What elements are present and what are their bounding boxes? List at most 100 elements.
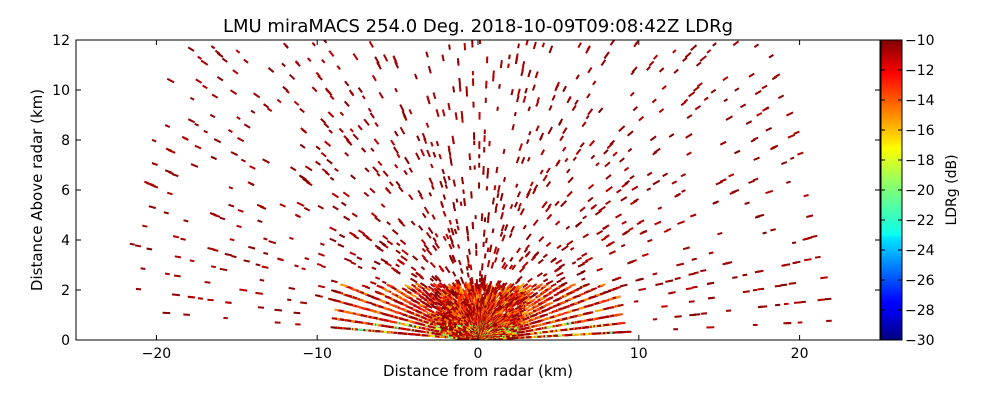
ldr-cell xyxy=(740,103,747,109)
ldr-cell xyxy=(527,106,531,112)
ldr-cell xyxy=(427,285,435,292)
ldr-cell xyxy=(634,40,639,46)
ldr-cell xyxy=(411,283,417,288)
ldr-cell xyxy=(806,214,814,218)
ldr-cell xyxy=(689,213,697,218)
ldr-cell xyxy=(662,172,669,178)
ldr-cell xyxy=(367,107,372,113)
ldr-cell xyxy=(232,69,239,75)
ldr-cell xyxy=(216,76,224,82)
ldr-cell xyxy=(652,54,659,60)
ldr-cell xyxy=(414,282,423,288)
ldr-cell xyxy=(629,91,635,97)
ldr-cell xyxy=(293,100,300,106)
ldr-cell xyxy=(536,97,541,103)
ldr-cell xyxy=(374,56,380,64)
y-axis-ticks: 0 2 4 6 8 10 12 xyxy=(52,33,880,349)
ldr-cell xyxy=(480,274,483,282)
ldr-cell xyxy=(770,228,776,232)
ldr-cell xyxy=(547,126,553,135)
ldr-cell xyxy=(315,160,321,166)
ldr-cell xyxy=(425,231,432,239)
ldr-cell xyxy=(450,227,455,235)
ldr-cell xyxy=(421,247,427,253)
colorbar-tick-label: −18 xyxy=(905,153,935,169)
ldr-cell xyxy=(421,132,427,141)
ldr-cell xyxy=(404,284,413,290)
ldr-cell xyxy=(326,158,333,165)
ldr-cell xyxy=(448,289,456,297)
ldr-cell xyxy=(620,196,628,202)
ldr-cell xyxy=(694,105,702,111)
ldr-cell xyxy=(386,283,394,288)
ldr-cell xyxy=(403,169,408,176)
ldr-cell xyxy=(395,242,401,247)
ldr-cell xyxy=(646,65,651,71)
ldr-cell xyxy=(522,224,527,230)
ldr-cell xyxy=(587,183,595,190)
ldr-cell xyxy=(558,263,566,269)
colorbar-tick-label: −24 xyxy=(905,243,935,259)
ldr-cell xyxy=(180,237,186,241)
ldr-cell xyxy=(466,235,470,242)
ldr-cell xyxy=(388,303,398,308)
ldr-cell xyxy=(595,162,600,167)
ldr-cell xyxy=(637,277,644,281)
ldr-cell xyxy=(824,297,832,301)
ldr-cell xyxy=(151,162,158,166)
ldr-cell xyxy=(671,291,676,294)
ldr-cell xyxy=(415,297,422,302)
ldr-cell xyxy=(752,177,759,182)
ldr-cell xyxy=(546,213,553,220)
ldr-cell xyxy=(459,201,463,207)
ldr-cell xyxy=(187,46,195,52)
ldr-cell xyxy=(303,206,311,212)
y-tick-label: 4 xyxy=(61,233,70,249)
ldr-cell xyxy=(391,292,397,296)
y-axis-label: Distance Above radar (km) xyxy=(28,89,46,291)
ldr-cell xyxy=(438,281,446,289)
ldr-cell xyxy=(510,225,515,233)
ldr-cell xyxy=(172,235,180,239)
ldr-cell xyxy=(598,205,606,212)
ldr-cell xyxy=(395,263,400,268)
ldr-cell xyxy=(458,84,462,92)
ldr-cell xyxy=(317,284,326,289)
ldr-cell xyxy=(577,42,582,49)
ldr-cell xyxy=(486,293,491,300)
ldr-cell xyxy=(706,281,715,285)
ldr-cell xyxy=(491,228,495,234)
ldr-cell xyxy=(256,203,265,209)
ldr-cell xyxy=(397,306,406,311)
ldr-cell xyxy=(757,287,765,291)
ldr-cell xyxy=(496,283,501,290)
ldr-cell xyxy=(780,283,788,287)
ldr-cell xyxy=(580,269,586,274)
ldr-cell xyxy=(400,255,408,262)
chart-title: LMU miraMACS 254.0 Deg. 2018-10-09T09:08… xyxy=(223,16,733,37)
ldr-cell xyxy=(668,133,675,138)
ldr-cell xyxy=(463,43,467,51)
ldr-cell xyxy=(728,173,735,178)
ldr-cell xyxy=(299,107,305,114)
ldr-cell xyxy=(195,78,203,84)
ldr-cell xyxy=(516,191,522,198)
ldr-cell xyxy=(532,219,539,227)
ldr-cell xyxy=(463,197,466,204)
ldr-cell xyxy=(421,292,429,298)
ldr-cell xyxy=(597,107,604,114)
ldr-cell xyxy=(449,303,457,311)
ldr-cell xyxy=(585,114,590,120)
ldr-cell xyxy=(357,87,363,94)
ldr-cell xyxy=(174,255,182,259)
ldr-cell xyxy=(592,287,597,291)
ldr-cell xyxy=(708,251,714,255)
ldr-cell xyxy=(443,300,452,307)
ldr-cell xyxy=(144,180,149,184)
ldr-cell xyxy=(518,282,525,289)
ldr-cell xyxy=(748,72,755,78)
ldr-cell xyxy=(418,224,424,231)
ldr-cell xyxy=(384,186,390,192)
ldr-cell xyxy=(682,246,690,251)
ldr-cell xyxy=(249,165,256,170)
